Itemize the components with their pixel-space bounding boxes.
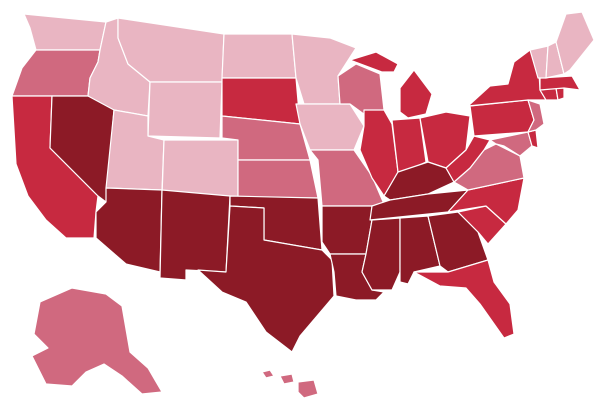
state-colorado[interactable] [161,139,239,199]
state-wyoming[interactable] [147,81,223,139]
state-maine[interactable] [555,11,595,75]
state-hawaii[interactable] [261,369,319,399]
state-alaska[interactable] [31,287,163,395]
hawaii-island-maui[interactable] [279,373,295,385]
state-new-jersey[interactable] [527,99,545,133]
state-michigan[interactable] [349,51,433,119]
state-oregon[interactable] [11,49,101,97]
hawaii-island-oahu[interactable] [261,369,275,379]
state-new-mexico[interactable] [159,189,231,281]
state-massachusetts[interactable] [539,75,581,91]
state-rhode-island[interactable] [555,87,565,101]
state-west-virginia[interactable] [445,135,491,183]
state-florida[interactable] [413,259,515,339]
state-arizona[interactable] [95,187,163,273]
state-texas[interactable] [197,205,335,353]
state-kansas[interactable] [237,159,319,199]
state-arkansas[interactable] [321,205,373,255]
state-iowa[interactable] [295,103,365,151]
state-north-dakota[interactable] [221,33,297,79]
hawaii-island-big-island[interactable] [297,379,319,399]
state-washington[interactable] [23,13,107,51]
